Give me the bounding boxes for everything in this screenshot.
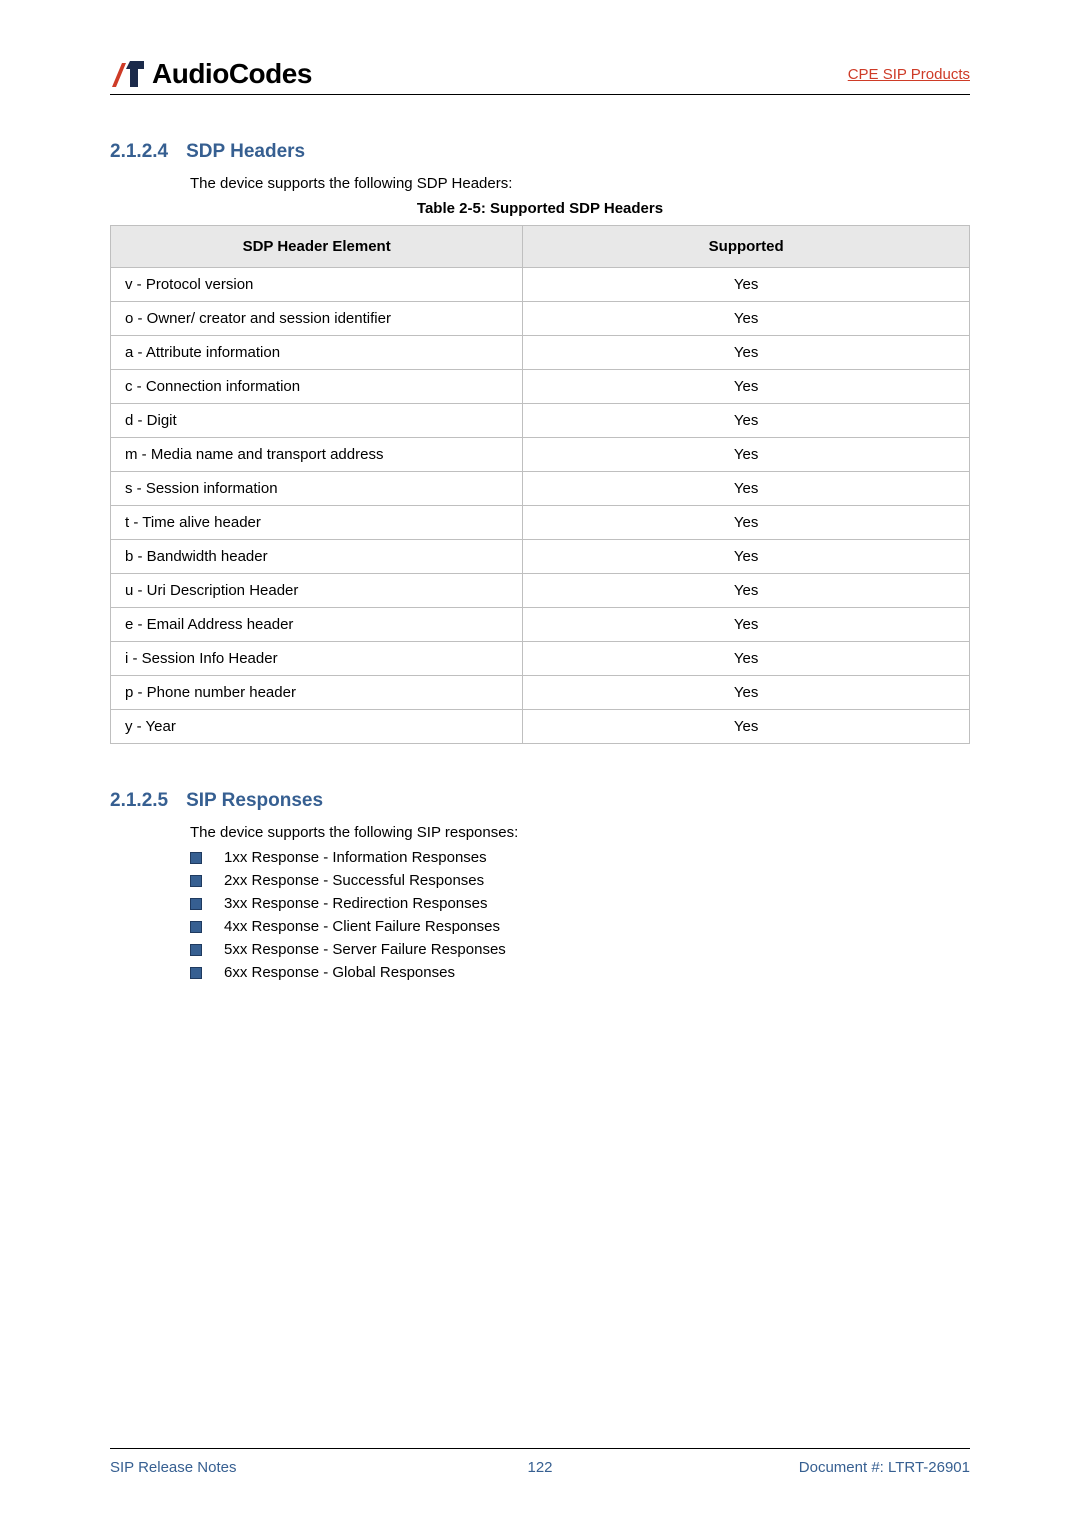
list-item: 2xx Response - Successful Responses bbox=[190, 872, 970, 889]
section-heading-sdp: 2.1.2.4 SDP Headers bbox=[110, 141, 970, 163]
table-cell-element: t - Time alive header bbox=[111, 506, 523, 540]
table-cell-supported: Yes bbox=[523, 302, 970, 336]
table-row: s - Session informationYes bbox=[111, 472, 970, 506]
footer-rule bbox=[110, 1448, 970, 1449]
bullet-icon bbox=[190, 898, 202, 910]
table-row: e - Email Address headerYes bbox=[111, 608, 970, 642]
table-cell-element: c - Connection information bbox=[111, 370, 523, 404]
logo-text-suffix: Codes bbox=[229, 58, 312, 89]
table-cell-supported: Yes bbox=[523, 472, 970, 506]
table-cell-supported: Yes bbox=[523, 268, 970, 302]
bullet-icon bbox=[190, 875, 202, 887]
table-row: p - Phone number headerYes bbox=[111, 676, 970, 710]
list-item-label: 2xx Response - Successful Responses bbox=[224, 872, 484, 889]
table-cell-element: m - Media name and transport address bbox=[111, 438, 523, 472]
table-cell-element: v - Protocol version bbox=[111, 268, 523, 302]
table-cell-supported: Yes bbox=[523, 642, 970, 676]
table-cell-element: e - Email Address header bbox=[111, 608, 523, 642]
table-caption: Table 2-5: Supported SDP Headers bbox=[110, 200, 970, 217]
section-intro: The device supports the following SIP re… bbox=[190, 824, 970, 841]
table-cell-supported: Yes bbox=[523, 370, 970, 404]
table-cell-supported: Yes bbox=[523, 710, 970, 744]
section-number: 2.1.2.4 bbox=[110, 141, 168, 163]
table-cell-supported: Yes bbox=[523, 608, 970, 642]
table-cell-element: p - Phone number header bbox=[111, 676, 523, 710]
table-row: d - DigitYes bbox=[111, 404, 970, 438]
table-cell-element: y - Year bbox=[111, 710, 523, 744]
table-cell-element: o - Owner/ creator and session identifie… bbox=[111, 302, 523, 336]
table-cell-supported: Yes bbox=[523, 336, 970, 370]
logo: AudioCodes bbox=[110, 58, 312, 90]
table-cell-supported: Yes bbox=[523, 404, 970, 438]
table-cell-supported: Yes bbox=[523, 676, 970, 710]
section-heading-sip: 2.1.2.5 SIP Responses bbox=[110, 790, 970, 812]
table-row: o - Owner/ creator and session identifie… bbox=[111, 302, 970, 336]
section-title: SDP Headers bbox=[186, 141, 305, 163]
table-row: c - Connection informationYes bbox=[111, 370, 970, 404]
table-col-supported: Supported bbox=[523, 226, 970, 268]
footer-page-number: 122 bbox=[110, 1459, 970, 1476]
table-cell-element: i - Session Info Header bbox=[111, 642, 523, 676]
list-item: 3xx Response - Redirection Responses bbox=[190, 895, 970, 912]
list-item: 6xx Response - Global Responses bbox=[190, 964, 970, 981]
table-col-element: SDP Header Element bbox=[111, 226, 523, 268]
list-item-label: 4xx Response - Client Failure Responses bbox=[224, 918, 500, 935]
list-item-label: 6xx Response - Global Responses bbox=[224, 964, 455, 981]
header-rule bbox=[110, 94, 970, 95]
table-cell-supported: Yes bbox=[523, 574, 970, 608]
bullet-icon bbox=[190, 967, 202, 979]
list-item: 4xx Response - Client Failure Responses bbox=[190, 918, 970, 935]
logo-icon bbox=[110, 59, 146, 89]
table-header-row: SDP Header Element Supported bbox=[111, 226, 970, 268]
list-item: 1xx Response - Information Responses bbox=[190, 849, 970, 866]
logo-text: AudioCodes bbox=[152, 58, 312, 90]
list-item-label: 5xx Response - Server Failure Responses bbox=[224, 941, 506, 958]
table-row: v - Protocol versionYes bbox=[111, 268, 970, 302]
header-link[interactable]: CPE SIP Products bbox=[848, 66, 970, 83]
table-cell-element: u - Uri Description Header bbox=[111, 574, 523, 608]
page-header: AudioCodes CPE SIP Products bbox=[110, 58, 970, 90]
section-title: SIP Responses bbox=[186, 790, 323, 812]
response-list: 1xx Response - Information Responses 2xx … bbox=[190, 849, 970, 981]
bullet-icon bbox=[190, 852, 202, 864]
table-row: u - Uri Description HeaderYes bbox=[111, 574, 970, 608]
list-item-label: 1xx Response - Information Responses bbox=[224, 849, 487, 866]
table-row: t - Time alive headerYes bbox=[111, 506, 970, 540]
bullet-icon bbox=[190, 944, 202, 956]
table-row: m - Media name and transport addressYes bbox=[111, 438, 970, 472]
table-cell-supported: Yes bbox=[523, 540, 970, 574]
bullet-icon bbox=[190, 921, 202, 933]
section-number: 2.1.2.5 bbox=[110, 790, 168, 812]
table-row: y - YearYes bbox=[111, 710, 970, 744]
footer-row: SIP Release Notes 122 Document #: LTRT-2… bbox=[110, 1459, 970, 1476]
table-row: i - Session Info HeaderYes bbox=[111, 642, 970, 676]
section-intro: The device supports the following SDP He… bbox=[190, 175, 970, 192]
table-cell-element: d - Digit bbox=[111, 404, 523, 438]
table-row: a - Attribute informationYes bbox=[111, 336, 970, 370]
page-footer: SIP Release Notes 122 Document #: LTRT-2… bbox=[110, 1448, 970, 1476]
list-item-label: 3xx Response - Redirection Responses bbox=[224, 895, 487, 912]
list-item: 5xx Response - Server Failure Responses bbox=[190, 941, 970, 958]
table-cell-element: s - Session information bbox=[111, 472, 523, 506]
sdp-headers-table: SDP Header Element Supported v - Protoco… bbox=[110, 225, 970, 744]
table-row: b - Bandwidth headerYes bbox=[111, 540, 970, 574]
table-cell-element: a - Attribute information bbox=[111, 336, 523, 370]
page-container: AudioCodes CPE SIP Products 2.1.2.4 SDP … bbox=[0, 0, 1080, 1528]
table-cell-supported: Yes bbox=[523, 438, 970, 472]
table-cell-element: b - Bandwidth header bbox=[111, 540, 523, 574]
table-cell-supported: Yes bbox=[523, 506, 970, 540]
logo-text-prefix: Audio bbox=[152, 58, 229, 89]
